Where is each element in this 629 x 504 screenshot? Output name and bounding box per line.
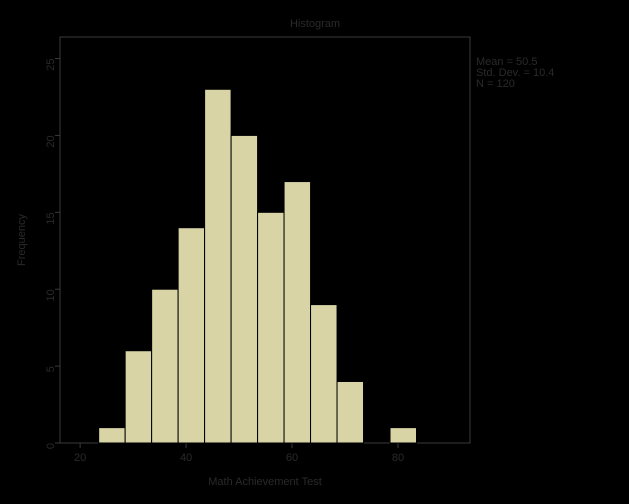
bar (230, 134, 259, 444)
bar (389, 427, 417, 444)
chart-title: Histogram (290, 18, 340, 30)
x-tick-label: 80 (392, 452, 404, 464)
stats-label: Std. Dev. = 10.4 (476, 67, 554, 79)
y-tick-label: 5 (45, 366, 57, 372)
y-tick-label: 20 (45, 135, 57, 147)
bar (98, 427, 126, 444)
stats-label: N = 120 (476, 78, 515, 90)
stats-label: Mean = 50.5 (476, 56, 537, 68)
y-tick-label: 25 (45, 59, 57, 71)
x-axis-label: Math Achievement Test (208, 476, 322, 488)
x-tick-label: 20 (74, 452, 86, 464)
bar (257, 211, 285, 444)
y-tick-label: 10 (45, 289, 57, 301)
bar (283, 181, 312, 444)
bar (177, 227, 206, 444)
y-axis-label: Frequency (16, 214, 28, 266)
bar (310, 304, 338, 444)
x-tick-label: 60 (286, 452, 298, 464)
x-tick-label: 40 (180, 452, 192, 464)
bar (204, 88, 232, 444)
bar (336, 380, 365, 444)
y-tick-label: 15 (45, 212, 57, 224)
bar (151, 288, 179, 444)
y-tick-label: 0 (45, 443, 57, 449)
bar (124, 350, 153, 444)
